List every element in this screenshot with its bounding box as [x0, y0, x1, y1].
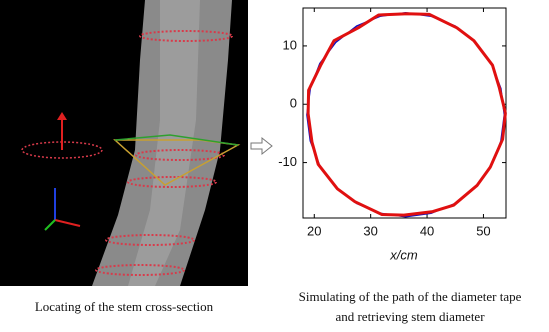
- caption: Locating of the stem cross-section: [35, 299, 214, 314]
- x-axis-label: x/cm: [389, 247, 418, 262]
- series-line: [306, 12, 507, 217]
- caption: Simulating of the path of the diameter t…: [299, 289, 522, 304]
- point-cloud-render: [0, 0, 248, 286]
- x-tick-label: 20: [307, 223, 321, 238]
- y-tick-label: 0: [290, 96, 297, 111]
- y-tick-label: 10: [283, 37, 297, 52]
- plot-frame: [302, 7, 507, 219]
- arrow: [250, 136, 273, 156]
- y-tick-label: -10: [278, 154, 297, 169]
- x-tick-label: 40: [420, 223, 434, 238]
- x-tick-label: 50: [476, 223, 490, 238]
- caption: and retrieving stem diameter: [335, 309, 485, 324]
- x-tick-label: 30: [363, 223, 377, 238]
